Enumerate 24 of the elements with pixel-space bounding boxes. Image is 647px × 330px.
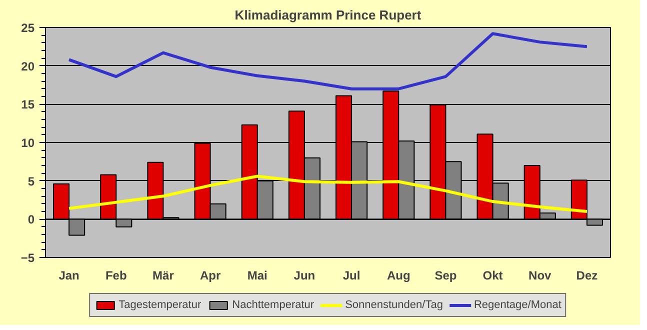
y-tick-label: −5 (20, 251, 35, 265)
y-tick-label: 5 (28, 174, 35, 188)
y-tick-label: 20 (21, 59, 35, 74)
y-tick-label: 15 (21, 98, 35, 112)
legend-label: Regentage/Monat (474, 298, 562, 312)
legend-label: Tagestemperatur (118, 298, 202, 312)
legend-label: Nachttemperatur (232, 298, 314, 312)
chart-title: Klimadiagramm Prince Rupert (234, 8, 422, 22)
x-tick-label: Jul (342, 268, 360, 282)
legend-label: Sonnenstunden/Tag (345, 298, 443, 312)
x-tick-label: Mai (247, 268, 268, 282)
x-tick-label: Apr (200, 268, 221, 282)
x-tick-label: Sep (434, 268, 457, 282)
x-tick-label: Mär (152, 268, 174, 282)
x-tick-label: Aug (386, 268, 410, 282)
y-tick-label: 10 (21, 136, 35, 150)
y-tick-label: 0 (28, 212, 35, 227)
x-tick-label: Dez (576, 268, 598, 282)
x-tick-label: Feb (105, 268, 127, 282)
x-tick-label: Jan (58, 268, 80, 282)
x-tick-label: Jun (294, 268, 316, 282)
x-tick-label: Nov (528, 268, 552, 282)
x-tick-label: Okt (482, 268, 503, 282)
y-tick-label: 25 (21, 21, 35, 35)
